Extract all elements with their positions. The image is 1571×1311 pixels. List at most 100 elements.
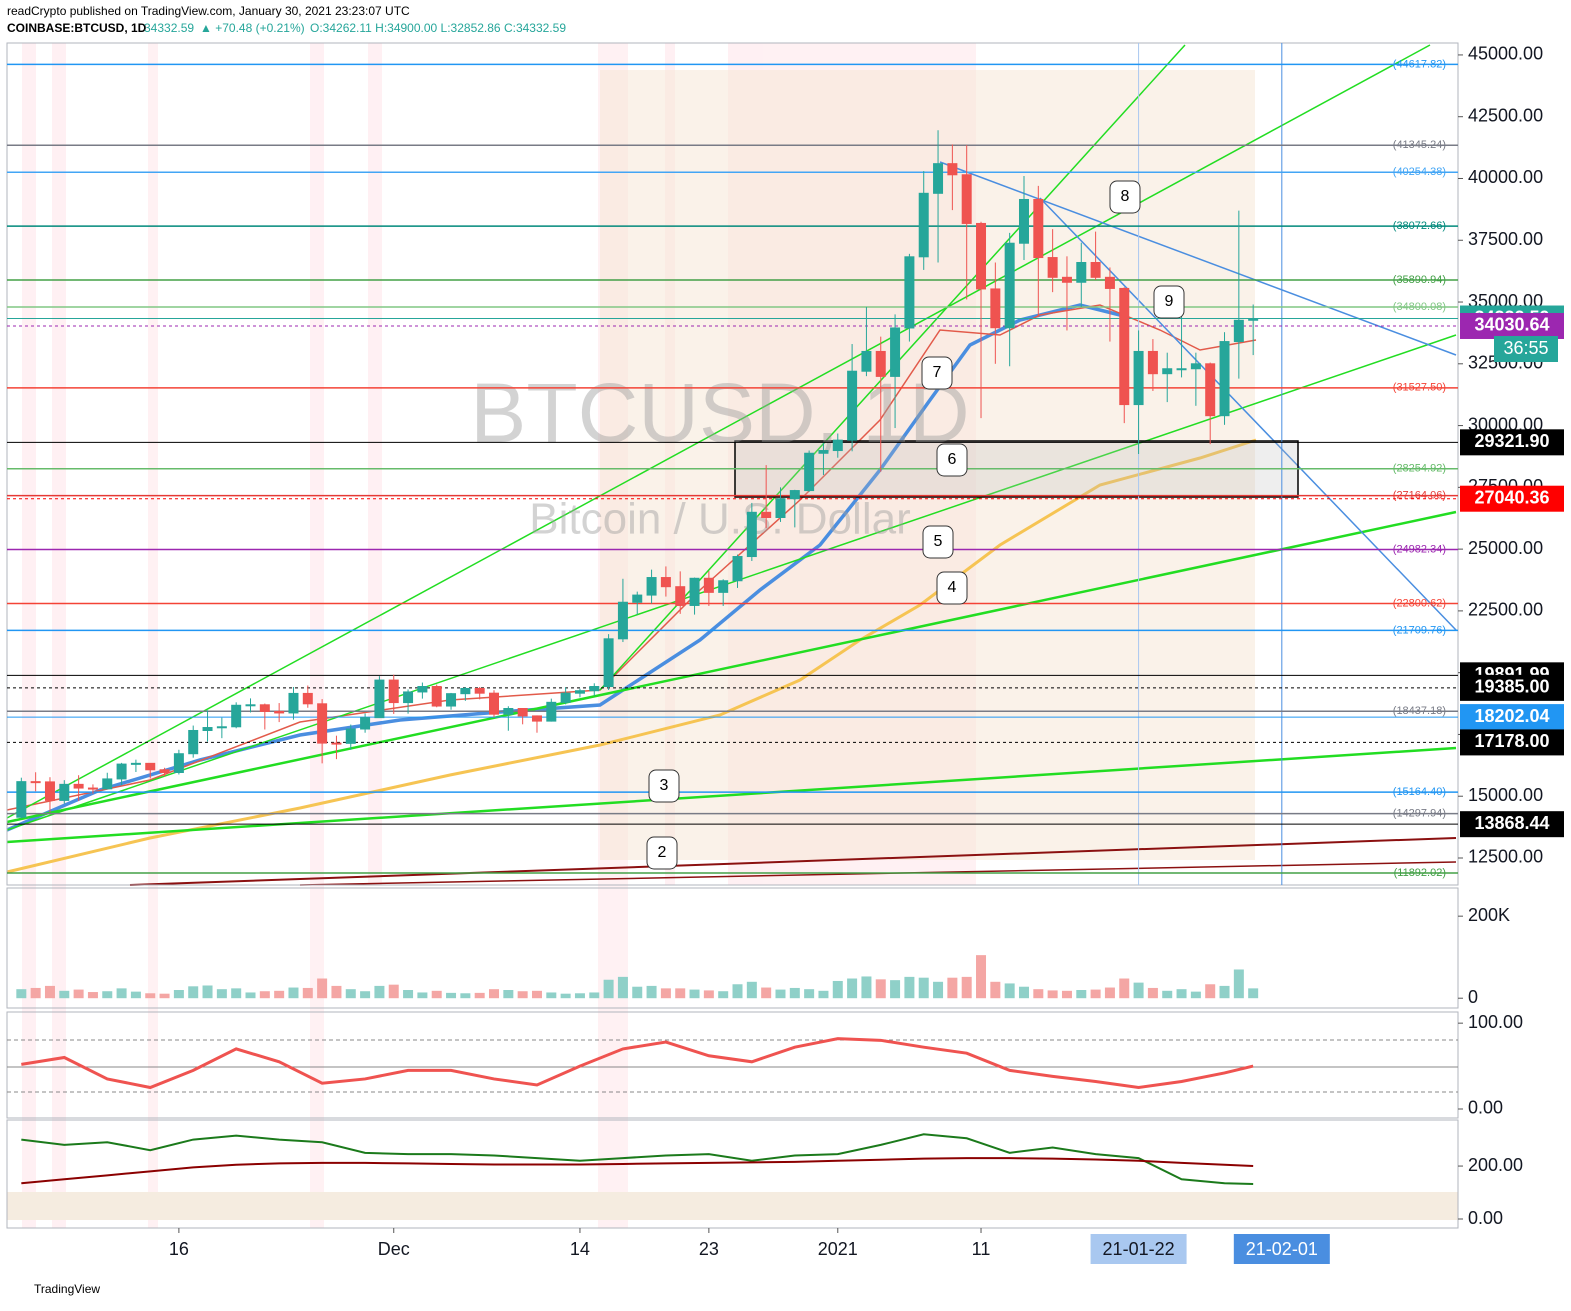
volume-bar (703, 990, 714, 999)
countdown-box (1494, 336, 1558, 362)
volume-bar (617, 976, 628, 999)
volume-bar (976, 955, 987, 999)
candle-body (417, 686, 428, 693)
volume-bar (847, 978, 858, 999)
volume-bar (288, 987, 299, 999)
volume-bar (890, 980, 901, 999)
pane-frames (6, 42, 1459, 1229)
candle-body (1248, 318, 1259, 321)
level-label: (27164.06) (1393, 490, 1446, 502)
candle-body (173, 753, 184, 773)
volume-bar (947, 977, 958, 999)
volume-bar (489, 989, 500, 999)
level-label: (14297.94) (1393, 807, 1446, 819)
publisher: readCrypto published on TradingView.com,… (7, 4, 410, 18)
candle-body (904, 256, 915, 329)
candle-body (188, 729, 199, 755)
level-label: (21709.76) (1393, 624, 1446, 636)
volume-bar (875, 979, 886, 999)
annotation-box (921, 356, 953, 390)
candle-body (87, 787, 98, 790)
price-label: 13868.44 (1474, 813, 1549, 833)
volume-bar (1090, 989, 1101, 999)
volume-bar (159, 993, 170, 999)
volume-bar (1233, 969, 1244, 999)
annotation: 6 (948, 451, 957, 468)
candle-body (1162, 368, 1173, 375)
volume-bar (1061, 990, 1072, 999)
candle-body (875, 350, 886, 377)
candle-body (288, 692, 299, 714)
band-shading (7, 1192, 1458, 1220)
countdown: 36:55 (1503, 338, 1548, 358)
annotation: 4 (948, 579, 957, 596)
annotation: 8 (1121, 188, 1130, 205)
volume-bar (73, 989, 84, 999)
volume-bar (202, 985, 213, 999)
volume-bar (1047, 990, 1058, 999)
candle-body (446, 693, 457, 707)
volume-bar (317, 978, 328, 999)
annotation-box (936, 443, 968, 477)
y-tick-label: 15000.00 (1468, 785, 1543, 805)
candle-body (1176, 368, 1187, 371)
price-label: 29321.90 (1474, 431, 1549, 451)
level-label: (40254.38) (1393, 166, 1446, 178)
volume-bar (446, 992, 457, 999)
volume-bar (818, 990, 829, 999)
price-box (1460, 312, 1564, 339)
y-tick-label: 42500.00 (1468, 105, 1543, 125)
volume-bar (632, 986, 643, 999)
candle-body (302, 692, 313, 705)
candle-body (1233, 319, 1244, 343)
annotation-box (936, 571, 968, 605)
candle-body (689, 577, 700, 606)
y-tick-label: 0.00 (1468, 1098, 1503, 1118)
price-box (1460, 704, 1564, 731)
x-tick-label: 23 (699, 1239, 719, 1259)
candle-body (73, 783, 84, 789)
volume-bar (360, 991, 371, 999)
x-tick-label: 16 (169, 1239, 189, 1259)
candle-body (460, 687, 471, 695)
volume-bar (531, 990, 542, 999)
candle-body (331, 742, 342, 745)
level-label: (44617.82) (1393, 58, 1446, 70)
price-label: 34030.64 (1474, 315, 1549, 335)
volume-bar (302, 987, 313, 999)
candle-body (1018, 198, 1029, 244)
candle-body (632, 594, 643, 603)
candle-body (775, 498, 786, 518)
candle-body (231, 704, 242, 728)
volume-bar (1018, 986, 1029, 999)
candle-body (1090, 261, 1101, 278)
annotation: 9 (1165, 293, 1174, 310)
annotation: 3 (660, 777, 669, 794)
candle-body (1061, 276, 1072, 283)
candle-body (259, 704, 270, 712)
watermark-name: Bitcoin / U.S. Dollar (529, 495, 910, 544)
level-label: (28254.92) (1393, 463, 1446, 475)
symbol: COINBASE:BTCUSD, 1D (7, 21, 147, 35)
candle-body (59, 783, 70, 801)
volume-bar (259, 991, 270, 999)
candle-body (890, 327, 901, 377)
y-tick-label: 22500.00 (1468, 600, 1543, 620)
candle-body (1033, 198, 1044, 259)
price-box (1460, 729, 1564, 756)
candle-body (574, 690, 585, 694)
annotation-box (1109, 180, 1141, 214)
volume-bar (188, 986, 199, 999)
date-label: 21-02-01 (1246, 1239, 1318, 1259)
y-tick-label: 0.00 (1468, 1208, 1503, 1228)
annotation-box (922, 525, 954, 559)
candle-body (374, 679, 385, 719)
volume-bar (345, 989, 356, 999)
y-tick-label: 40000.00 (1468, 167, 1543, 187)
annotation: 7 (933, 364, 942, 381)
volume-bar (1004, 983, 1015, 999)
candle-body (145, 762, 156, 771)
volume-bar (331, 985, 342, 999)
y-tick-label: 12500.00 (1468, 847, 1543, 867)
candle-body (847, 370, 858, 441)
